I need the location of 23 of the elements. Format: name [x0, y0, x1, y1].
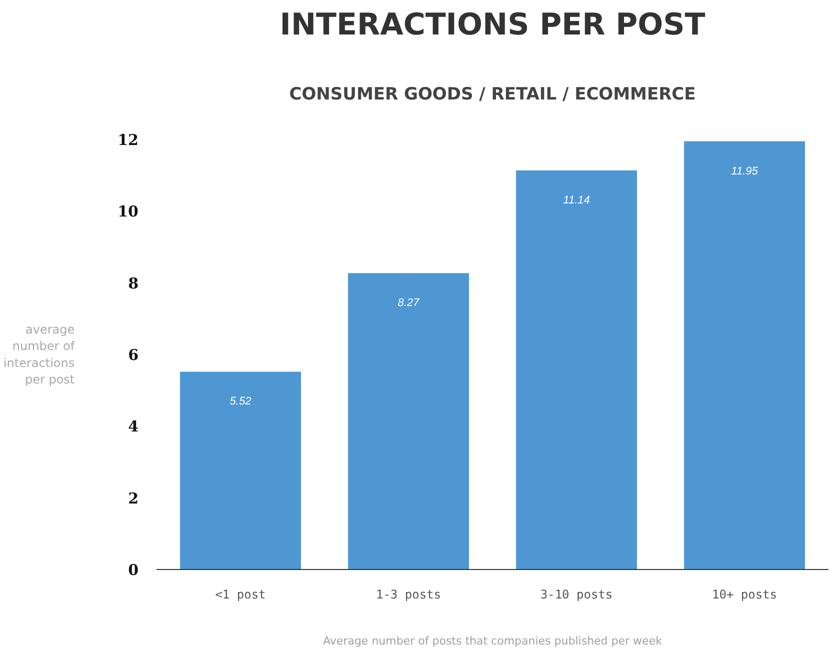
- x-tick-label: 1-3 posts: [376, 588, 442, 602]
- y-tick-label: 6: [128, 346, 138, 364]
- x-tick-label: 3-10 posts: [540, 588, 613, 602]
- y-tick-label: 10: [118, 202, 138, 221]
- bar: [684, 141, 805, 570]
- chart-title: INTERACTIONS PER POST: [280, 8, 706, 42]
- data-label: 11.14: [563, 194, 590, 206]
- data-label: 8.27: [398, 297, 420, 310]
- y-tick-label: 12: [118, 131, 138, 149]
- x-tick-label: <1 post: [215, 588, 266, 602]
- y-axis-title: average number of interactions per post: [3, 322, 76, 387]
- bar: [348, 273, 469, 570]
- x-axis-title: Average number of posts that companies published per week: [323, 634, 663, 648]
- bar: [180, 372, 301, 570]
- data-label: 11.95: [731, 165, 759, 178]
- bar: [516, 170, 637, 570]
- y-tick-label: 4: [128, 418, 138, 436]
- data-label: 5.52: [230, 396, 252, 408]
- x-tick-label: 10+ posts: [712, 588, 778, 602]
- chart-subtitle: CONSUMER GOODS / RETAIL / ECOMMERCE: [289, 84, 696, 104]
- y-tick-label: 8: [128, 274, 138, 292]
- y-tick-label: 2: [128, 489, 138, 508]
- y-tick-label: 0: [128, 561, 138, 579]
